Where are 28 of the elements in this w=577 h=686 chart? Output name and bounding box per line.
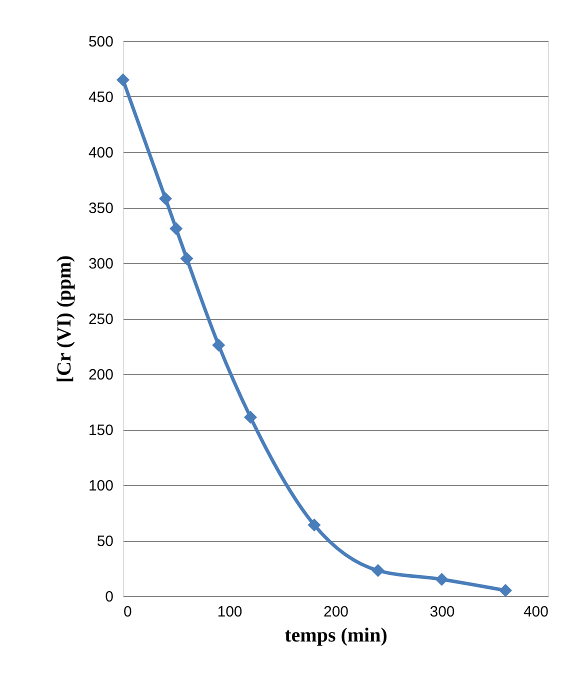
y-tick-label: 50 <box>96 533 114 550</box>
x-tick-label: 0 <box>124 604 132 620</box>
x-tick-label: 400 <box>523 604 548 620</box>
y-tick-label: 150 <box>88 422 114 439</box>
point <box>435 572 448 586</box>
y-tick-label: 400 <box>88 144 114 162</box>
x-tick-label: 300 <box>430 604 455 620</box>
point <box>244 410 258 424</box>
y-axis-title: [Cr (VI) (ppm) <box>53 255 76 383</box>
y-tick-label: 350 <box>88 200 114 217</box>
point <box>371 564 385 577</box>
point <box>180 252 194 266</box>
y-tick-label: 200 <box>88 366 114 384</box>
y-tick-label: 500 <box>88 34 114 50</box>
point <box>170 222 183 236</box>
point <box>212 338 226 352</box>
y-tick-label: 250 <box>88 311 114 328</box>
y-tick-label: 0 <box>105 588 114 606</box>
y-tick-label: 100 <box>88 478 114 494</box>
point <box>158 192 172 206</box>
point <box>308 518 321 532</box>
x-axis-title: temps (min) <box>284 624 388 646</box>
x-tick-label: 200 <box>323 604 349 620</box>
point <box>498 584 512 597</box>
point <box>116 73 130 86</box>
y-tick-label: 300 <box>88 256 114 272</box>
x-tick-label: 100 <box>217 604 242 620</box>
y-tick-label: 450 <box>88 89 114 106</box>
